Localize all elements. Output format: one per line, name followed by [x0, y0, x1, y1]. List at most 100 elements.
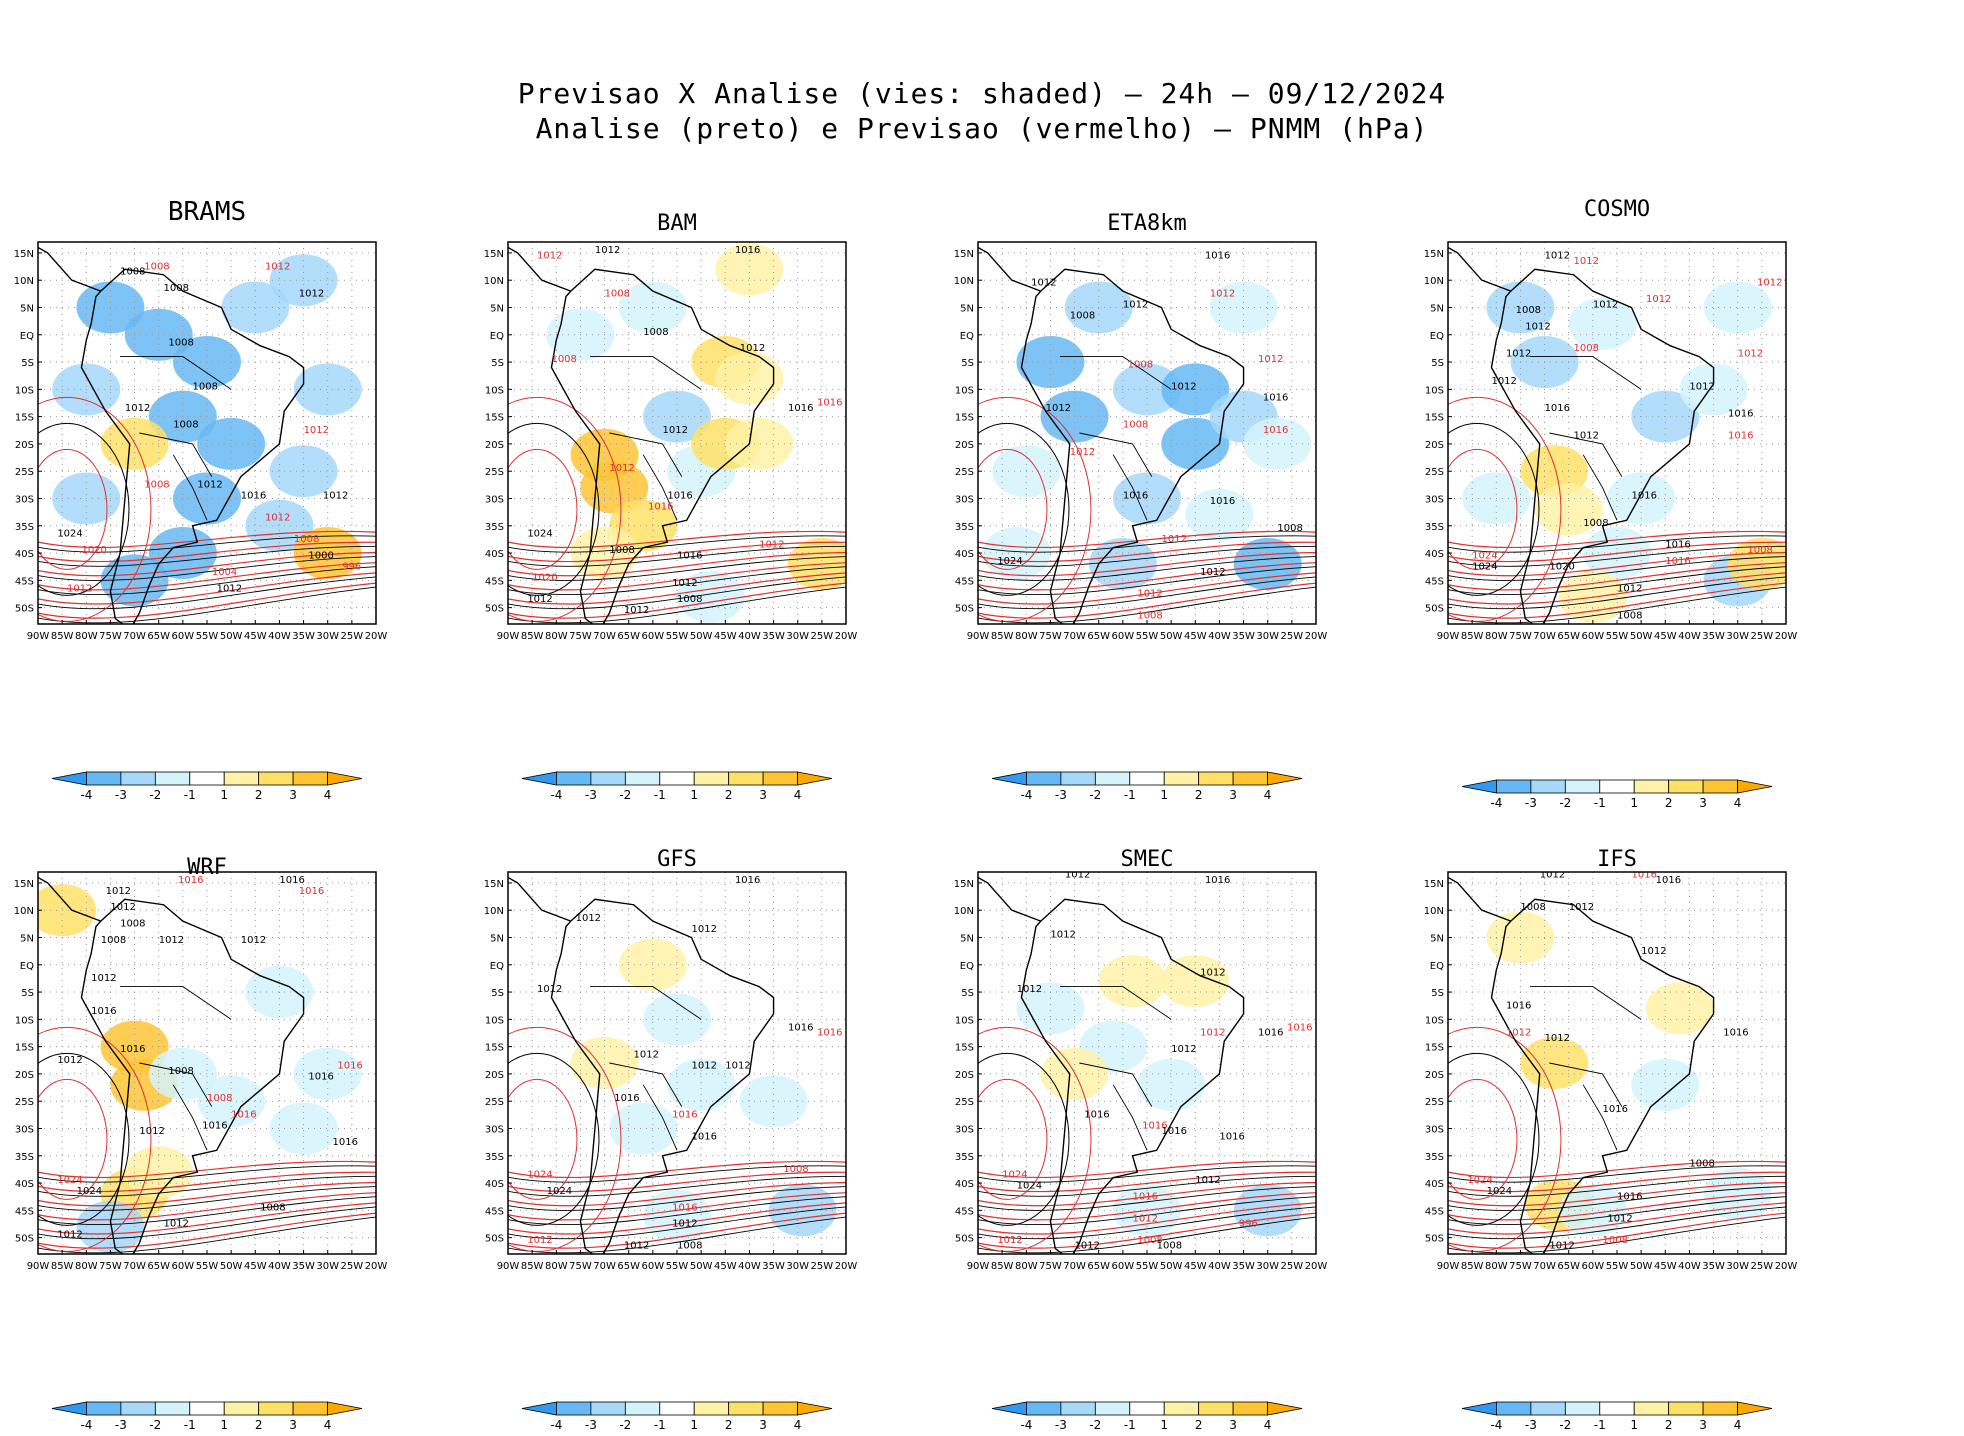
isobar-label: 1012 — [1200, 567, 1225, 578]
y-tick-label: 10N — [484, 906, 504, 917]
colorbar-swatch — [1461, 1401, 1497, 1416]
x-tick-label: 90W — [27, 1261, 50, 1272]
forecast-isobar — [1448, 1202, 1786, 1235]
isobar-label: 1024 — [57, 1175, 82, 1186]
isobar-label: 1016 — [1617, 1191, 1642, 1202]
isobar-label: 1008 — [609, 545, 634, 556]
x-tick-label: 55W — [196, 1261, 219, 1272]
x-tick-label: 60W — [642, 1261, 665, 1272]
isobar-label: 1012 — [1200, 968, 1225, 979]
x-tick-label: 50W — [220, 1261, 243, 1272]
isobar-label: 1012 — [125, 403, 150, 414]
analysis-isobar — [508, 1052, 600, 1226]
bias-cell — [1209, 281, 1278, 334]
y-tick-label: 35S — [1425, 1152, 1444, 1163]
colorbar-swatch — [659, 771, 695, 786]
colorbar-swatch — [1530, 1401, 1566, 1416]
isobar-label: 1012 — [1017, 984, 1042, 995]
x-tick-label: 30W — [1726, 1261, 1749, 1272]
y-tick-label: 30S — [15, 1124, 34, 1135]
y-tick-label: EQ — [20, 331, 34, 342]
isobar-label: 1008 — [168, 1066, 193, 1077]
forecast-isobar — [508, 448, 578, 570]
isobar-label: 1016 — [1084, 1110, 1109, 1121]
isobar-label: 1012 — [1210, 289, 1235, 300]
colorbar-tick-label: -3 — [1525, 796, 1537, 810]
colorbar-tick-label: 1 — [1630, 1418, 1638, 1432]
isobar-label: 1012 — [725, 1060, 750, 1071]
y-tick-label: EQ — [1430, 331, 1444, 342]
isobar-label: 1016 — [667, 234, 692, 245]
bias-cell — [197, 417, 266, 470]
country-border — [642, 1084, 678, 1151]
colorbar-swatch — [327, 771, 363, 786]
forecast-isobar — [508, 396, 622, 622]
x-tick-label: 50W — [1630, 1261, 1653, 1272]
forecast-isobar — [978, 1026, 1092, 1252]
isobar-label: 1012 — [740, 343, 765, 354]
colorbar-swatch — [1163, 771, 1200, 786]
forecast-isobar — [978, 551, 1316, 577]
isobar-label: 1012 — [1075, 1241, 1100, 1252]
central-america-outline — [38, 876, 102, 922]
analysis-isobar — [1448, 1052, 1540, 1226]
bias-cell — [667, 1058, 736, 1111]
x-tick-label: 60W — [172, 631, 195, 642]
forecast-isobar — [978, 1202, 1316, 1235]
forecast-isobar — [978, 582, 1316, 619]
colorbar-tick-label: 2 — [725, 1418, 733, 1432]
isobar-label: 1012 — [1491, 376, 1516, 387]
bias-cell — [715, 352, 784, 405]
analysis-isobar — [508, 556, 846, 581]
analysis-isobar — [978, 1175, 1316, 1197]
x-tick-label: 60W — [172, 1261, 195, 1272]
isobar-label: 1008 — [677, 1241, 702, 1252]
isobar-label: 1016 — [817, 398, 842, 409]
x-tick-label: 70W — [1533, 631, 1556, 642]
forecast-isobar — [978, 1181, 1316, 1207]
colorbar-tick-label: 2 — [255, 1418, 263, 1432]
south-america-outline — [1020, 268, 1245, 624]
figure-title-line-1: Previsao X Analise (vies: shaded) – 24h … — [517, 77, 1447, 110]
isobar-label: 1012 — [1506, 1028, 1531, 1039]
forecast-isobar — [978, 541, 1316, 563]
isobar-label: 1016 — [1142, 1120, 1167, 1131]
forecast-isobar — [978, 1078, 1048, 1200]
analysis-isobar — [978, 535, 1316, 553]
colorbar-swatch — [1198, 1401, 1234, 1416]
x-tick-label: 80W — [1485, 631, 1508, 642]
analysis-isobar — [1448, 1175, 1786, 1197]
x-tick-label: 40W — [1208, 631, 1231, 642]
analysis-isobar — [508, 1206, 846, 1240]
analysis-isobar — [38, 1186, 376, 1211]
isobar-label: 1016 — [735, 875, 760, 886]
x-tick-label: 45W — [714, 1261, 737, 1272]
colorbar-tick-label: 1 — [690, 788, 698, 802]
x-tick-label: 20W — [835, 1261, 858, 1272]
colorbar-swatch — [1232, 1401, 1268, 1416]
analysis-isobar — [1448, 556, 1786, 581]
x-tick-label: 80W — [75, 631, 98, 642]
isobar-label: 1020 — [532, 572, 557, 583]
isobar-label: 1012 — [241, 935, 266, 946]
x-tick-label: 70W — [1063, 631, 1086, 642]
country-border — [1079, 1062, 1153, 1107]
isobar-label: 1024 — [527, 529, 552, 540]
analysis-isobar — [508, 422, 600, 596]
y-tick-label: 5N — [1430, 303, 1444, 314]
colorbar-swatch — [797, 1401, 833, 1416]
x-tick-label: 25W — [1751, 1261, 1774, 1272]
isobar-label: 1008 — [605, 289, 630, 300]
isobar-label: 1016 — [173, 864, 198, 875]
colorbar-swatch — [86, 1401, 122, 1416]
x-tick-label: 45W — [1654, 631, 1677, 642]
colorbar-swatch — [1599, 779, 1635, 794]
isobar-label: 1008 — [1137, 611, 1162, 622]
colorbar-swatch — [797, 771, 833, 786]
x-tick-label: 50W — [1160, 1261, 1183, 1272]
